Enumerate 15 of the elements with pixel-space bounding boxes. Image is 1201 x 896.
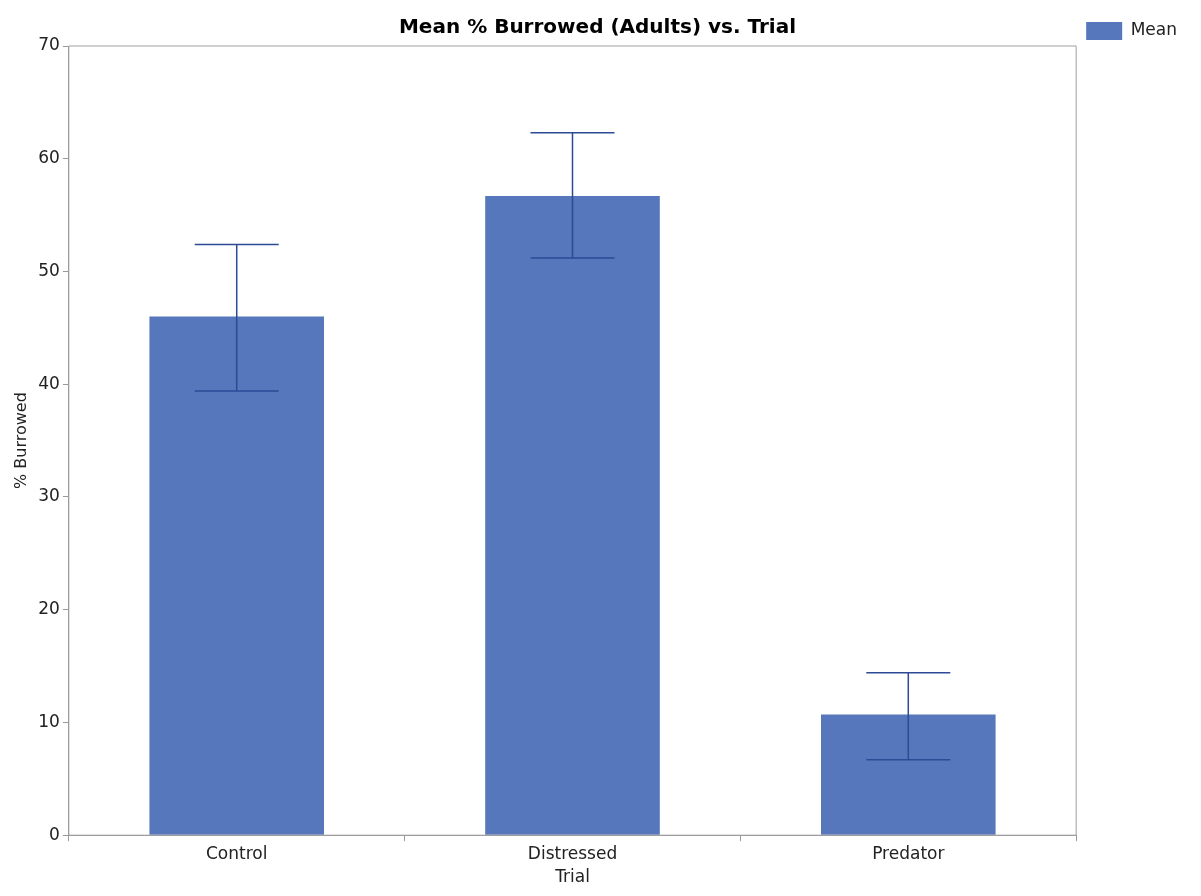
y-tick-label: 10 bbox=[38, 710, 60, 731]
x-tick-label: Distressed bbox=[527, 842, 618, 863]
y-tick-label: 50 bbox=[38, 259, 60, 280]
y-axis-title: % Burrowed bbox=[10, 392, 30, 490]
y-tick-label: 60 bbox=[38, 147, 60, 168]
y-tick-label: 0 bbox=[49, 823, 60, 844]
y-tick-label: 30 bbox=[38, 485, 60, 506]
x-axis-title: Trial bbox=[554, 866, 590, 887]
y-tick-label: 40 bbox=[38, 372, 60, 393]
x-tick-label: Predator bbox=[872, 842, 945, 863]
y-tick-label: 70 bbox=[38, 34, 60, 55]
x-tick-label: Control bbox=[206, 842, 268, 863]
y-tick-label: 20 bbox=[38, 598, 60, 619]
legend-label: Mean bbox=[1130, 19, 1178, 40]
chart-title: Mean % Burrowed (Adults) vs. Trial bbox=[398, 14, 797, 39]
